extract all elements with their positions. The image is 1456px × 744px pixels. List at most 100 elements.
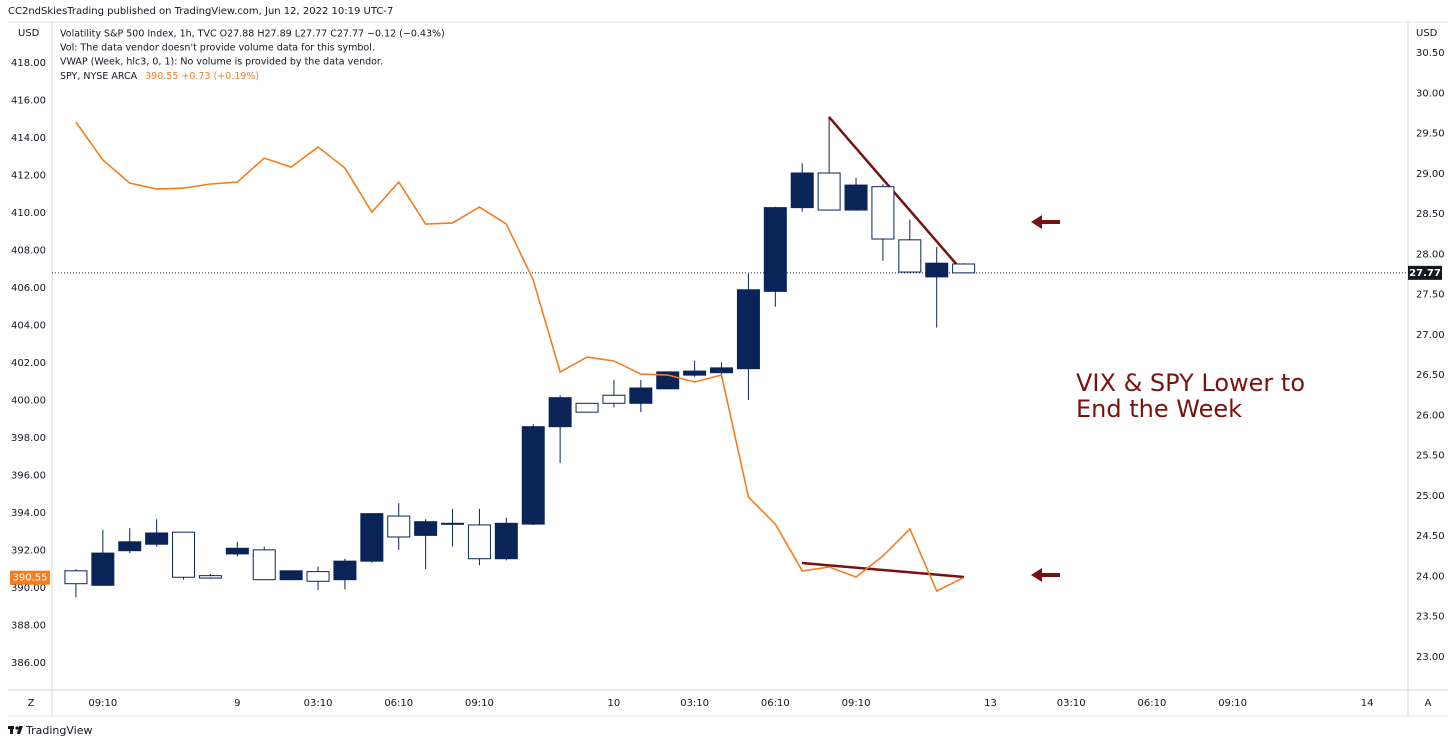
y2-unit: USD bbox=[1416, 28, 1438, 39]
candle-body bbox=[118, 541, 142, 552]
y2-tick-label: 23.00 bbox=[1416, 652, 1445, 663]
candle-body bbox=[871, 186, 895, 240]
annotation: End the Week bbox=[1076, 395, 1242, 423]
candle-body bbox=[602, 394, 626, 404]
last-price-label: 27.77 bbox=[1409, 268, 1441, 279]
arrow bbox=[1031, 568, 1060, 582]
candle-body bbox=[629, 387, 653, 404]
footer-brand: TradingView bbox=[25, 724, 92, 737]
candle-body bbox=[387, 515, 411, 538]
candle-body bbox=[817, 172, 841, 211]
candle-body bbox=[521, 426, 545, 525]
candle-body bbox=[925, 262, 949, 278]
y2-tick-label: 30.50 bbox=[1416, 48, 1445, 59]
candle-body bbox=[844, 184, 868, 211]
legend: Volatility S&P 500 Index, 1h, TVC O27.88… bbox=[60, 29, 445, 40]
y-tick-label: 392.00 bbox=[11, 546, 46, 557]
candle-body bbox=[898, 239, 922, 273]
candle-body bbox=[252, 549, 276, 581]
y-tick-label: 394.00 bbox=[11, 508, 46, 519]
y2-tick-label: 28.50 bbox=[1416, 209, 1445, 220]
candle-body bbox=[225, 547, 249, 555]
candle-body bbox=[736, 289, 760, 370]
candle-body bbox=[575, 402, 599, 413]
candle-body bbox=[64, 570, 88, 585]
candle-body bbox=[360, 513, 384, 562]
y2-tick-label: 23.50 bbox=[1416, 612, 1445, 623]
x-tick-label: 03:10 bbox=[1057, 698, 1086, 709]
candle-body bbox=[333, 560, 357, 581]
arrow bbox=[1031, 215, 1060, 229]
candle-body bbox=[548, 397, 572, 428]
candle-body bbox=[414, 521, 438, 536]
candle-body bbox=[279, 570, 303, 581]
candle-body bbox=[683, 370, 707, 376]
y-tick-label: 414.00 bbox=[11, 133, 46, 144]
x-tick-label: 14 bbox=[1361, 698, 1374, 709]
x-tick-label: 10 bbox=[608, 698, 621, 709]
last-price-tag bbox=[1408, 265, 1442, 280]
candle-body bbox=[145, 532, 169, 545]
y-tick-label: 386.00 bbox=[11, 658, 46, 669]
auto-button[interactable]: A bbox=[1425, 698, 1432, 709]
x-tick-label: 03:10 bbox=[304, 698, 333, 709]
x-tick-label: 09:10 bbox=[465, 698, 494, 709]
y-tick-label: 410.00 bbox=[11, 208, 46, 219]
legend-name: SPY, NYSE ARCA bbox=[60, 71, 138, 82]
y-unit: USD bbox=[18, 28, 40, 39]
y2-tick-label: 27.00 bbox=[1416, 330, 1445, 341]
spy-line bbox=[75, 121, 964, 593]
y-tick-label: 416.00 bbox=[11, 96, 46, 107]
y2-tick-label: 25.50 bbox=[1416, 451, 1445, 462]
candle-body bbox=[952, 263, 976, 274]
y-tick-label: 388.00 bbox=[11, 621, 46, 632]
legend: VWAP (Week, hlc3, 0, 1): No volume is pr… bbox=[60, 57, 383, 68]
y2-tick-label: 28.00 bbox=[1416, 249, 1445, 260]
spy-price-tag bbox=[10, 570, 50, 585]
y2-tick-label: 26.50 bbox=[1416, 370, 1445, 381]
x-tick-label: 09:10 bbox=[88, 698, 117, 709]
candle-body bbox=[467, 524, 491, 560]
x-tick-label: 06:10 bbox=[384, 698, 413, 709]
annotation: VIX & SPY Lower to bbox=[1076, 369, 1305, 397]
candle-body bbox=[172, 531, 196, 578]
y-tick-label: 398.00 bbox=[11, 433, 46, 444]
y-tick-label: 402.00 bbox=[11, 358, 46, 369]
legend: SPY, NYSE ARCA 390.55 +0.73 (+0.19%) bbox=[60, 71, 259, 82]
y-tick-label: 400.00 bbox=[11, 396, 46, 407]
y2-tick-label: 24.50 bbox=[1416, 531, 1445, 542]
y-tick-label: 406.00 bbox=[11, 283, 46, 294]
trend-line bbox=[801, 561, 965, 579]
y-tick-label: 396.00 bbox=[11, 471, 46, 482]
y2-tick-label: 29.00 bbox=[1416, 169, 1445, 180]
y-tick-label: 408.00 bbox=[11, 246, 46, 257]
candle-body bbox=[91, 552, 115, 586]
x-tick-label: 03:10 bbox=[680, 698, 709, 709]
y2-tick-label: 24.00 bbox=[1416, 571, 1445, 582]
scale-button[interactable]: Z bbox=[28, 698, 35, 709]
candle-body bbox=[198, 575, 222, 579]
candle-body bbox=[494, 522, 518, 560]
y2-tick-label: 30.00 bbox=[1416, 88, 1445, 99]
y-tick-label: 418.00 bbox=[11, 58, 46, 69]
legend: Vol: The data vendor doesn't provide vol… bbox=[60, 43, 375, 54]
candle-body bbox=[306, 571, 330, 582]
candle-body bbox=[441, 522, 465, 525]
x-tick-label: 06:10 bbox=[1138, 698, 1167, 709]
spy-price-label: 390.55 bbox=[13, 573, 48, 584]
tv-logo bbox=[8, 726, 23, 734]
x-tick-label: 9 bbox=[234, 698, 240, 709]
legend-quote: 390.55 +0.73 (+0.19%) bbox=[145, 71, 259, 82]
candle-body bbox=[763, 207, 787, 292]
y2-tick-label: 25.00 bbox=[1416, 491, 1445, 502]
x-tick-label: 13 bbox=[984, 698, 997, 709]
y-tick-label: 390.00 bbox=[11, 583, 46, 594]
y2-tick-label: 26.00 bbox=[1416, 410, 1445, 421]
x-tick-label: 09:10 bbox=[1218, 698, 1247, 709]
y-tick-label: 404.00 bbox=[11, 321, 46, 332]
candle-body bbox=[710, 367, 734, 374]
y-tick-label: 412.00 bbox=[11, 171, 46, 182]
y2-tick-label: 27.50 bbox=[1416, 290, 1445, 301]
